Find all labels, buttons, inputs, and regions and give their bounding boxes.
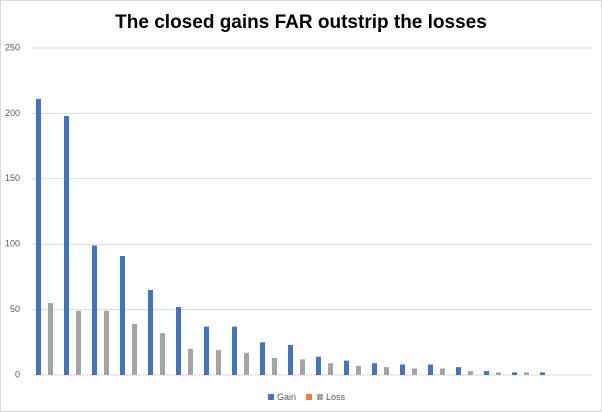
bar — [496, 372, 501, 375]
y-tick-label: 0 — [15, 369, 20, 379]
y-tick-label: 200 — [5, 108, 20, 118]
bar — [36, 99, 41, 376]
bar — [244, 352, 249, 375]
bar — [400, 364, 405, 375]
bar — [372, 363, 377, 375]
bar — [344, 360, 349, 375]
bar — [512, 372, 517, 375]
bar — [428, 364, 433, 375]
bar — [188, 348, 193, 375]
bar — [524, 372, 529, 375]
y-tick-label: 50 — [10, 304, 20, 314]
bar — [300, 359, 305, 375]
bar — [316, 356, 321, 375]
bar — [456, 367, 461, 375]
y-tick-label: 250 — [5, 42, 20, 52]
legend-swatch — [306, 394, 313, 400]
legend-swatch — [317, 394, 324, 400]
bar — [176, 306, 181, 375]
bar — [272, 357, 277, 375]
bar — [132, 323, 137, 375]
bar — [92, 245, 97, 375]
chart-title: The closed gains FAR outstrip the losses — [115, 12, 487, 33]
bar — [204, 326, 209, 375]
bar — [160, 333, 165, 375]
bar — [356, 365, 361, 375]
bar — [216, 350, 221, 375]
bar — [328, 363, 333, 375]
legend-swatch — [268, 394, 274, 400]
bar — [540, 372, 545, 375]
bar — [148, 289, 153, 375]
bar — [120, 255, 125, 375]
y-tick-label: 150 — [5, 173, 20, 183]
legend-label: Loss — [326, 392, 346, 402]
bar — [440, 368, 445, 375]
bar — [484, 371, 489, 375]
y-tick-label: 100 — [5, 239, 20, 249]
bar — [260, 342, 265, 375]
legend-label: Gain — [277, 392, 296, 402]
bar — [76, 310, 81, 375]
bar — [288, 344, 293, 375]
bar — [64, 116, 69, 376]
bar — [48, 303, 53, 375]
bar — [412, 368, 417, 375]
bar — [468, 371, 473, 375]
bar — [232, 326, 237, 375]
bar — [104, 310, 109, 375]
bar — [384, 367, 389, 375]
